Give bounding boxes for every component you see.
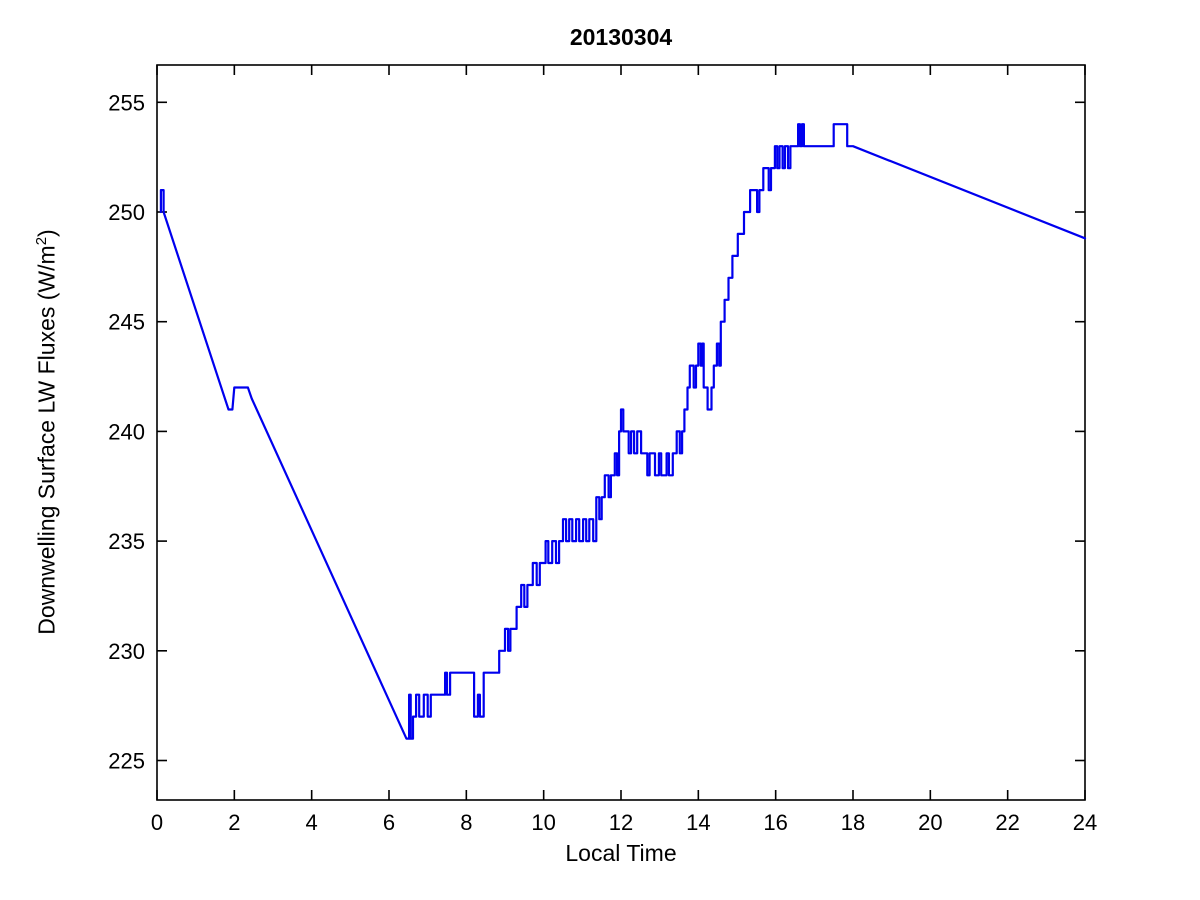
y-tick-label: 250 (108, 200, 145, 225)
x-tick-label: 20 (918, 810, 942, 835)
y-tick-label: 240 (108, 419, 145, 444)
x-tick-label: 6 (383, 810, 395, 835)
y-axis-label-close: ) (33, 229, 60, 237)
x-tick-label: 24 (1073, 810, 1097, 835)
x-tick-label: 14 (686, 810, 710, 835)
x-axis-label: Local Time (565, 840, 677, 866)
x-tick-label: 8 (460, 810, 472, 835)
y-tick-label: 230 (108, 639, 145, 664)
y-tick-label: 245 (108, 310, 145, 335)
y-tick-label: 235 (108, 529, 145, 554)
x-tick-label: 4 (306, 810, 318, 835)
y-axis-label: Downwelling Surface LW Fluxes (W/m2) (32, 229, 61, 635)
x-tick-label: 18 (841, 810, 865, 835)
y-axis-label-superscript: 2 (32, 236, 50, 246)
x-tick-label: 16 (763, 810, 787, 835)
x-tick-label: 22 (995, 810, 1019, 835)
y-axis-label-text: Downwelling Surface LW Fluxes (W/m (33, 245, 60, 635)
x-tick-label: 2 (228, 810, 240, 835)
x-tick-label: 12 (609, 810, 633, 835)
chart-title: 20130304 (569, 24, 673, 50)
y-tick-label: 255 (108, 90, 145, 115)
x-tick-label: 0 (151, 810, 163, 835)
y-tick-label: 225 (108, 749, 145, 774)
flux-line-series (159, 123, 1087, 740)
x-tick-label: 10 (531, 810, 555, 835)
